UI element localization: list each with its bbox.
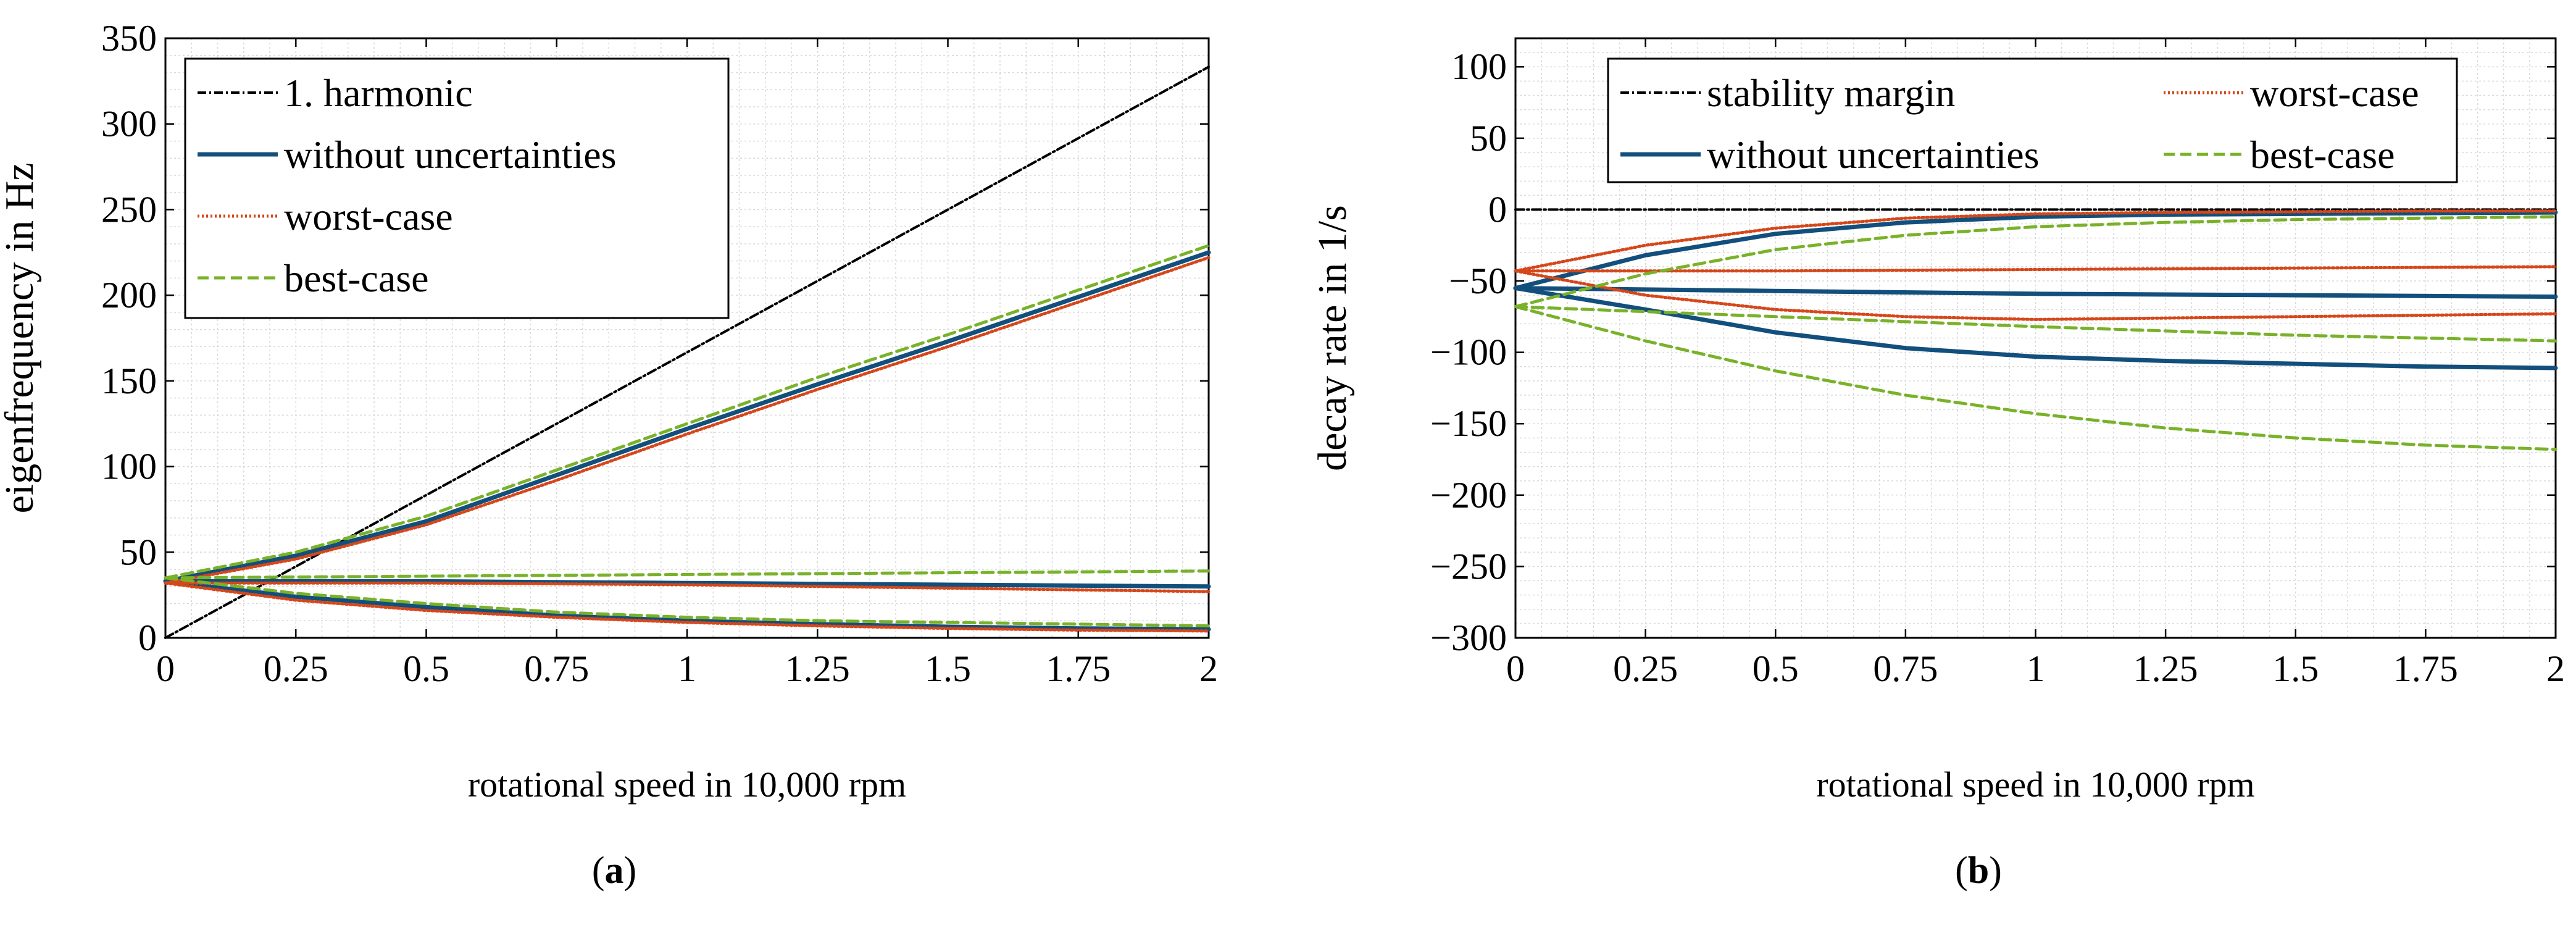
series-line-best	[1514, 305, 2557, 451]
x-tick-label: 1.25	[2133, 648, 2198, 689]
y-tick-label: 250	[101, 189, 157, 230]
legend-label: stability margin	[1707, 71, 1955, 115]
y-tick-label: 50	[1470, 118, 1507, 159]
x-tick-label: 0	[1506, 648, 1525, 689]
x-tick-label: 1	[678, 648, 696, 689]
y-axis-label: eigenfrequency in Hz	[0, 162, 42, 513]
series-line-worst	[164, 256, 1211, 585]
y-tick-label: 100	[101, 446, 157, 487]
x-tick-label: 2	[2546, 648, 2565, 689]
series-line-worst	[1514, 265, 2557, 273]
legend: 1. harmonic without uncertainties worst-ca…	[184, 57, 730, 319]
y-tick-label: 300	[101, 104, 157, 144]
series-line-nominal	[163, 579, 1211, 589]
chart-b-group: 0 0.25 0.5 0.75 1 1.25 1.5 1.75 2 100 50 0 −50 −100 −1…	[1310, 37, 2565, 805]
series-line-best	[1514, 215, 2557, 309]
x-tick-label: 0.25	[264, 648, 328, 689]
x-tick-label: 1.75	[1046, 648, 1111, 689]
series-line-best	[1514, 305, 2557, 343]
legend-label: best-case	[284, 256, 429, 300]
y-tick-label: 0	[138, 617, 157, 658]
x-tick-label: 0.5	[403, 648, 449, 689]
x-tick-label: 1.75	[2393, 648, 2458, 689]
series-line-harmonic	[164, 65, 1210, 639]
series-line-best	[164, 569, 1211, 580]
y-tick-label: 150	[101, 361, 157, 401]
y-tick-label: −250	[1430, 546, 1507, 587]
series-line-nominal	[1513, 286, 2558, 370]
x-tick-label: 0.75	[1873, 648, 1938, 689]
legend-label: best-case	[2250, 133, 2395, 177]
y-tick-label: −200	[1430, 475, 1507, 516]
y-axis-label: decay rate in 1/s	[1310, 205, 1355, 471]
series-line-worst	[164, 581, 1211, 593]
legend-label: worst-case	[2250, 71, 2419, 115]
y-tick-label: 50	[120, 532, 157, 572]
panel-b-letter: b	[1967, 850, 1990, 892]
y-tick-label: 350	[101, 18, 157, 59]
legend-box	[184, 57, 730, 319]
x-tick-label: 2	[1199, 648, 1218, 689]
series-line-nominal	[1513, 210, 2558, 291]
x-tick-label: 1.25	[785, 648, 850, 689]
series-line-best	[164, 576, 1211, 628]
series-line-worst	[1514, 209, 2557, 273]
panel-a-letter: a	[604, 850, 624, 892]
legend-label: without uncertainties	[1707, 133, 2040, 177]
legend-label: 1. harmonic	[284, 71, 473, 115]
series-line-best	[164, 244, 1211, 580]
x-axis-label: rotational speed in 10,000 rpm	[1816, 764, 2254, 805]
legend-label: worst-case	[284, 195, 453, 238]
x-tick-label: 0.75	[524, 648, 589, 689]
y-tick-label: −300	[1430, 617, 1507, 658]
x-tick-label: 1.5	[2272, 648, 2319, 689]
x-tick-label: 1.5	[925, 648, 971, 689]
x-tick-label: 0.5	[1753, 648, 1799, 689]
legend-box	[1607, 57, 2458, 183]
panel-b-label: (b)	[1955, 850, 2002, 892]
y-tick-label: −150	[1430, 403, 1507, 444]
y-tick-label: 200	[101, 275, 157, 316]
x-tick-label: 1	[2027, 648, 2045, 689]
legend-label: without uncertainties	[284, 133, 617, 177]
series-line-worst	[1514, 269, 2557, 321]
y-tick-label: −50	[1449, 261, 1507, 301]
x-tick-label: 0	[156, 648, 175, 689]
series-line-nominal	[1513, 286, 2558, 299]
series-line-nominal	[163, 250, 1211, 584]
y-tick-label: 0	[1488, 189, 1507, 230]
series-line-nominal	[163, 579, 1211, 632]
y-tick-label: −100	[1430, 332, 1507, 373]
series-line-worst	[164, 581, 1211, 633]
panel-a-label: (a)	[591, 850, 637, 892]
x-axis-label: rotational speed in 10,000 rpm	[468, 764, 906, 805]
legend: stability margin worst-case without uncert…	[1607, 57, 2458, 183]
chart-a-group: 0 0.25 0.5 0.75 1 1.25 1.5 1.75 2 0 50 100 150 200 250…	[0, 18, 1218, 805]
y-tick-label: 100	[1451, 46, 1507, 87]
x-tick-label: 0.25	[1613, 648, 1678, 689]
